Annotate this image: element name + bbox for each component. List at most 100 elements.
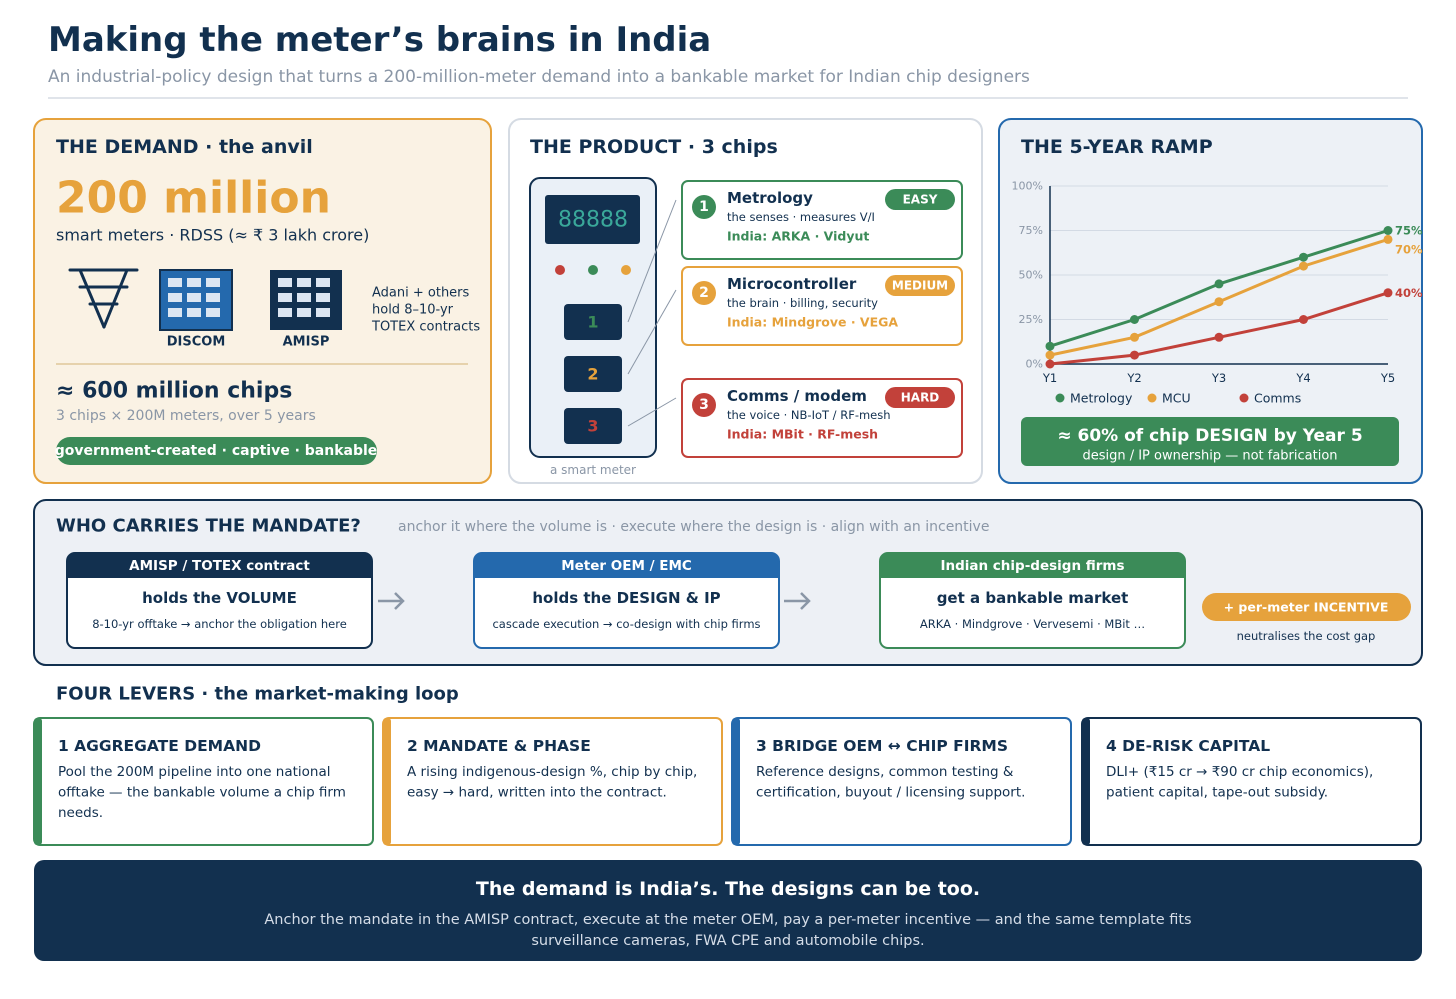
lever-accent [732,718,740,845]
point [1383,234,1393,244]
chips-total: ≈ 600 million chips [56,379,292,404]
demand-card [33,118,492,484]
chip-name: Metrology [727,189,813,207]
chip-name: Microcontroller [727,275,857,293]
footer [34,860,1422,961]
chips-sub: 3 chips × 200M meters, over 5 years [56,408,316,424]
lever-text: Reference designs, common testing & [756,764,1014,780]
x-tick-label: Y3 [1211,371,1226,385]
incentive: + per-meter INCENTIVE [1224,600,1389,615]
chip-india: India: MBit · RF-mesh [727,427,878,442]
level-pill [885,189,955,210]
box-title: holds the DESIGN & IP [532,589,720,607]
lever-title: 2 MANDATE & PHASE [407,737,591,755]
legend-swatch [1239,393,1249,403]
x-tick-label: Y2 [1126,371,1141,385]
box-text: ARKA · Mindgrove · Vervesemi · MBit … [920,617,1145,631]
point [1383,226,1393,235]
chip-desc: the senses · measures V/I [727,210,875,224]
amisp-icon [270,270,342,330]
legend-label: Comms [1254,391,1301,406]
lever-title: 1 AGGREGATE DEMAND [58,737,261,755]
chip-badge [692,393,716,417]
levers: 1 AGGREGATE DEMAND Pool the 200M pipeline… [33,717,1422,846]
callout-sub: design / IP ownership — not fabrication [1082,449,1337,464]
icon-label: DISCOM [167,335,226,350]
level-pill [885,275,955,296]
point [1299,315,1308,324]
y-tick-label: 75% [1019,224,1043,237]
led [555,265,565,275]
note: Adani + others [372,286,470,301]
badge [56,437,377,465]
display-digits: 88888 [558,208,628,233]
lever-text: certification, buyout / licensing suppor… [756,785,1025,801]
y-tick-label: 25% [1019,313,1043,326]
y-tick-label: 0% [1026,358,1043,371]
point [1045,341,1055,351]
box-text: cascade execution → co-design with chip … [492,617,760,631]
lever-text: DLI+ (₹15 cr → ₹90 cr chip economics), [1106,764,1373,780]
x-tick-label: Y1 [1042,371,1057,385]
legend-swatch [1055,393,1065,403]
chip-boxes: 1 Metrology EASY the senses · measures V/I I… [681,180,963,458]
chip-badge [692,195,716,219]
chip-number: 3 [699,397,709,413]
callout-title: ≈ 60% of chip DESIGN by Year 5 [1057,426,1362,446]
chip-number: 1 [699,199,709,215]
point [1045,359,1055,369]
point [1383,288,1393,298]
box-text: 8-10-yr offtake → anchor the obligation … [92,617,347,631]
discom-icon [159,269,233,331]
connectors [627,199,677,427]
point [1130,332,1139,342]
badge-text: government-created · captive · bankable [55,443,378,459]
x-tick-label: Y5 [1380,371,1395,385]
chip-name: Comms / modem [727,387,867,405]
mandate-box-head [880,553,1185,578]
point [1214,279,1224,289]
chart-title: THE 5-YEAR RAMP [1021,136,1213,158]
lever-text: offtake — the bankable volume a chip fir… [58,785,346,801]
mandate-box-head [67,553,372,578]
point [1130,350,1139,360]
point [1214,297,1224,307]
chip-number: 2 [587,365,598,384]
point [1130,315,1139,324]
note: hold 8–10-yr [372,303,454,318]
point [1045,350,1055,360]
lever-title: 4 DE-RISK CAPITAL [1106,737,1270,755]
meter-caption: a smart meter [550,463,636,477]
meter-display [545,195,640,244]
incentive-pill [1202,593,1411,621]
footer-text: surveillance cameras, FWA CPE and automo… [531,933,924,949]
legend-swatch [1147,393,1157,403]
value-label: 75% [1395,224,1423,238]
card-heading: THE PRODUCT · 3 chips [530,136,778,158]
section-heading: FOUR LEVERS · the market-making loop [56,684,459,705]
incentive-note: neutralises the cost gap [1237,629,1376,643]
note: TOTEX contracts [371,320,480,335]
chip-number: 2 [699,285,709,301]
card-heading: THE DEMAND · the anvil [56,136,313,158]
chip-number: 3 [587,417,598,436]
lever-text: easy → hard, written into the contract. [407,785,667,801]
chip-badge [692,281,716,305]
level: EASY [903,193,938,207]
subline: smart meters · RDSS (≈ ₹ 3 lakh crore) [56,226,369,245]
meter-chips [564,304,622,444]
lever-text: Pool the 200M pipeline into one national [58,764,331,780]
level-pill [885,387,955,408]
box-title: holds the VOLUME [142,589,297,607]
level: MEDIUM [892,279,948,293]
value-label: 70% [1395,242,1423,256]
value-label: 40% [1395,286,1423,300]
big-number: 200 million [56,173,331,224]
mandate-boxes: AMISP / TOTEX contract holds the VOLUME 8-… [66,552,1186,649]
y-tick-label: 50% [1019,269,1043,282]
box-head: Meter OEM / EMC [561,558,692,574]
point [1214,332,1224,342]
chip-number: 1 [587,313,598,332]
lever-text: needs. [58,805,103,821]
